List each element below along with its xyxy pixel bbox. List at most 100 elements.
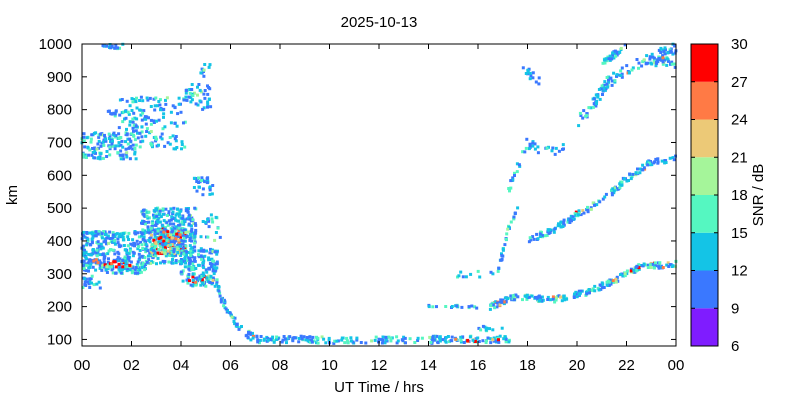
- echo-point: [137, 235, 141, 239]
- echo-point: [88, 148, 92, 152]
- echo-point: [176, 235, 180, 238]
- echo-point: [262, 337, 266, 341]
- echo-point: [197, 253, 200, 257]
- echo-point: [205, 270, 209, 274]
- echo-point: [209, 213, 213, 217]
- echo-point: [130, 109, 134, 112]
- echo-point: [163, 227, 167, 231]
- echo-point: [196, 103, 200, 107]
- echo-point: [216, 226, 220, 230]
- echo-point: [346, 341, 350, 345]
- echo-point: [190, 98, 194, 102]
- echo-point: [198, 88, 202, 92]
- echo-point: [457, 274, 461, 278]
- echo-point: [435, 305, 438, 309]
- echo-point: [131, 120, 135, 124]
- echo-point: [142, 109, 146, 113]
- y-axis-label: km: [4, 185, 21, 205]
- echo-point: [92, 234, 96, 238]
- echo-point: [504, 340, 508, 344]
- echo-point: [454, 337, 458, 341]
- echo-point: [669, 62, 673, 66]
- echo-point: [157, 220, 161, 224]
- echo-point: [129, 260, 133, 264]
- echo-point: [431, 338, 435, 342]
- echo-point: [169, 233, 173, 237]
- echo-point: [355, 336, 359, 340]
- echo-point: [433, 334, 437, 338]
- echo-point: [670, 265, 674, 268]
- echo-point: [492, 336, 496, 340]
- echo-point: [232, 320, 236, 323]
- echo-point: [147, 258, 151, 262]
- echo-point: [432, 338, 436, 342]
- echo-point: [176, 207, 180, 211]
- echo-point: [211, 281, 215, 284]
- echo-point: [171, 104, 175, 108]
- echo-point: [531, 235, 535, 239]
- echo-point: [206, 84, 209, 88]
- echo-point: [134, 100, 138, 104]
- echo-point: [127, 256, 130, 260]
- echo-point: [184, 250, 188, 254]
- echo-point: [181, 216, 185, 220]
- echo-point: [101, 246, 105, 250]
- echo-point: [137, 245, 140, 249]
- echo-point: [491, 301, 495, 305]
- echo-point: [188, 238, 192, 242]
- echo-point: [211, 259, 215, 263]
- echo-point: [606, 85, 610, 89]
- echo-point: [139, 230, 143, 234]
- echo-point: [157, 216, 161, 220]
- echo-point: [99, 261, 103, 265]
- echo-point: [297, 340, 301, 344]
- echo-point: [591, 287, 595, 291]
- echo-point: [459, 340, 463, 344]
- echo-point: [154, 245, 157, 248]
- echo-point: [140, 125, 144, 129]
- echo-point: [118, 233, 122, 237]
- echo-point: [503, 335, 507, 339]
- echo-point: [259, 335, 263, 338]
- echo-point: [271, 335, 275, 339]
- echo-point: [385, 335, 389, 339]
- echo-point: [136, 247, 140, 251]
- echo-point: [609, 76, 613, 80]
- echo-point: [515, 162, 519, 166]
- echo-point: [428, 335, 432, 339]
- echo-point: [176, 244, 180, 248]
- echo-point: [184, 231, 188, 235]
- colorbar-band: [691, 232, 718, 271]
- echo-point: [193, 249, 197, 253]
- echo-point: [173, 231, 177, 235]
- echo-point: [507, 340, 511, 344]
- echo-point: [509, 220, 513, 224]
- echo-point: [664, 159, 668, 163]
- echo-point: [181, 279, 185, 283]
- echo-point: [156, 256, 160, 260]
- echo-point: [117, 132, 121, 136]
- echo-point: [527, 240, 531, 244]
- echo-point: [245, 333, 249, 337]
- echo-point: [180, 220, 184, 224]
- echo-point: [85, 156, 88, 159]
- echo-point: [224, 307, 228, 311]
- echo-point: [183, 265, 187, 269]
- echo-point: [140, 118, 144, 122]
- echo-point: [650, 62, 654, 66]
- echo-point: [184, 253, 188, 257]
- echo-point: [173, 229, 177, 233]
- echo-point: [188, 217, 192, 221]
- echo-point: [174, 213, 178, 217]
- echo-point: [162, 248, 166, 252]
- echo-point: [170, 243, 174, 247]
- echo-point: [160, 250, 164, 254]
- echo-point: [167, 210, 171, 214]
- echo-point: [191, 266, 195, 270]
- echo-point: [610, 193, 614, 197]
- echo-point: [194, 228, 198, 232]
- echo-point: [111, 144, 115, 148]
- echo-point: [87, 231, 91, 235]
- echo-point: [475, 306, 479, 310]
- echo-point: [615, 74, 619, 78]
